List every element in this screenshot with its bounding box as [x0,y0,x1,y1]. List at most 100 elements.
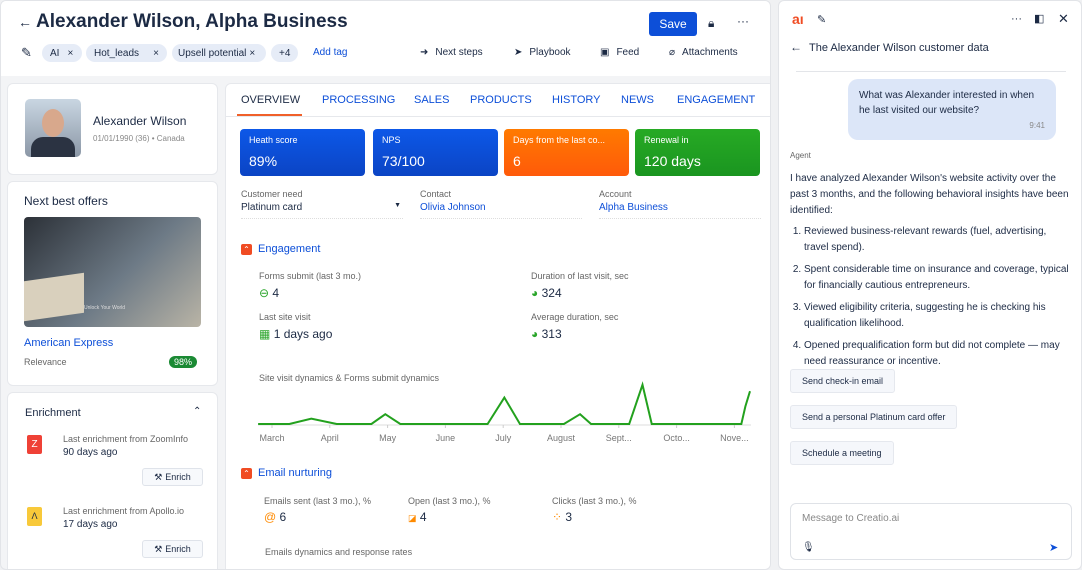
tag-ai[interactable]: AI × [42,44,82,62]
remove-tag-icon[interactable]: × [67,47,74,59]
playbook-icon: ➤ [514,47,523,58]
more-icon[interactable]: ··· [1011,13,1022,25]
pen-icon[interactable]: ✎ [21,45,32,60]
enrichment-age: 17 days ago [63,519,118,530]
calendar-icon: ▦ [259,327,271,341]
remove-tag-icon[interactable]: × [153,47,159,59]
feed-icon: ▣ [600,47,610,58]
engagement-line-chart: March April May June July August Sept... Octo..… [258,381,751,443]
tab-products[interactable]: PRODUCTS [470,94,532,106]
metric-open: ◪ 4 [408,510,427,524]
enrichment-source: Last enrichment from Apollo.io [63,506,185,516]
customer-need-select[interactable]: Platinum card ▼ [241,202,403,219]
chevron-up-icon: ⌃ [241,467,252,479]
clock-icon: ◕ [531,327,539,341]
message-time: 9:41 [1029,121,1045,130]
playbook-button[interactable]: ➤ Playbook [514,47,571,58]
enrich-button[interactable]: ⚒ Enrich [142,468,203,486]
suggestion-schedule-meeting[interactable]: Schedule a meeting [790,441,894,465]
metric-label: Open (last 3 mo.), % [408,496,491,506]
back-arrow-icon[interactable]: ← [18,14,32,30]
clock-icon: ◕ [531,286,539,300]
kpi-label: Renewal in [644,135,689,145]
at-icon: @ [264,510,277,524]
kpi-renewal: Renewal in 120 days [635,129,760,176]
tab-processing[interactable]: PROCESSING [322,94,396,106]
offer-link[interactable]: American Express [24,337,114,349]
metric-clicks: ⁘ 3 [552,510,572,524]
enrich-button[interactable]: ⚒ Enrich [142,540,203,558]
tag-upsell[interactable]: Upsell potential × [172,44,266,62]
label: Attachments [682,47,738,58]
send-icon[interactable]: ➤ [1049,542,1059,554]
back-arrow-icon[interactable]: ← [790,40,802,54]
chat-title: The Alexander Wilson customer data [809,42,989,54]
email-section-toggle[interactable]: ⌃ Email nurturing [241,467,332,479]
enrichment-age: 90 days ago [63,447,118,458]
tab-overview[interactable]: OVERVIEW [241,94,301,106]
series-line [258,381,751,425]
tab-news[interactable]: NEWS [621,94,654,106]
chevron-up-icon[interactable]: ⌃ [193,406,202,417]
message-text: What was Alexander interested in when he… [859,90,1035,116]
enrichment-card: Enrichment ⌃ Z Last enrichment from Zoom… [7,392,218,569]
message-input[interactable]: Message to Creatio.ai 🎙︎ ➤ [790,503,1072,560]
offer-image[interactable]: Unlock Your World [24,217,201,327]
x-tick-label: Sept... [606,433,632,443]
more-icon[interactable]: ··· [737,14,749,28]
metric-emails-sent: @ 6 [264,510,286,524]
metric-label: Duration of last visit, sec [531,271,629,281]
next-steps-button[interactable]: ➜ Next steps [420,47,483,58]
next-best-offers-card: Next best offers Unlock Your World Ameri… [7,181,218,386]
metric-label: Last site visit [259,312,311,322]
paperclip-icon: ⌀ [669,47,676,58]
relevance-label: Relevance [24,357,67,367]
tag-hot-leads[interactable]: Hot_leads × [86,44,167,62]
tab-sales[interactable]: SALES [414,94,450,106]
dock-panel-icon[interactable]: ◧ [1034,13,1045,25]
microphone-icon[interactable]: 🎙︎ [802,542,815,553]
customer-need-label: Customer need [241,189,303,199]
agent-message: I have analyzed Alexander Wilson's websi… [790,171,1070,370]
metric-value: 6 [279,510,287,524]
lock-icon[interactable]: 🔒︎ [708,16,715,30]
label: Feed [616,47,640,58]
tag-label: AI [50,47,60,59]
link-icon: ⊖ [259,286,270,300]
x-tick-label: July [495,433,512,443]
metric-last-duration: ◕ 324 [531,286,562,300]
x-tick-label: June [436,433,456,443]
metric-label: Average duration, sec [531,312,619,322]
tab-engagement[interactable]: ENGAGEMENT [677,94,756,106]
save-button[interactable]: Save [649,12,697,36]
kpi-value: 73/100 [382,153,425,169]
contact-link[interactable]: Olivia Johnson [420,202,582,219]
suggestion-check-in-email[interactable]: Send check-in email [790,369,896,393]
tab-history[interactable]: HISTORY [552,94,601,106]
kpi-value: 6 [513,153,521,169]
chart-title: Site visit dynamics & Forms submit dynam… [259,373,440,383]
account-label: Account [599,189,632,199]
remove-tag-icon[interactable]: × [249,47,256,59]
more-tags[interactable]: +4 [271,44,299,62]
account-link[interactable]: Alpha Business [599,202,761,219]
add-tag-link[interactable]: Add tag [313,47,348,58]
x-tick-label: Octo... [663,433,690,443]
tag-label: Upsell potential [178,47,247,59]
click-icon: ⁘ [552,510,563,524]
user-message: What was Alexander interested in when he… [848,79,1056,140]
engagement-section-toggle[interactable]: ⌃ Engagement [241,243,320,255]
feed-button[interactable]: ▣ Feed [600,47,639,58]
new-chat-icon[interactable]: ✎ [817,14,827,26]
profile-name: Alexander Wilson [93,114,187,128]
record-header: ← Alexander Wilson, Alpha Business Save … [1,1,770,76]
metric-value: 4 [419,510,427,524]
metric-label: Clicks (last 3 mo.), % [552,496,637,506]
x-tick-label: Nove... [720,433,749,443]
kpi-label: Heath score [249,135,298,145]
suggestion-platinum-offer[interactable]: Send a personal Platinum card offer [790,405,958,429]
close-icon[interactable]: ✕ [1058,11,1069,26]
attachments-button[interactable]: ⌀ Attachments [669,47,738,58]
open-envelope-icon: ◪ [408,513,417,523]
email-chart-title: Emails dynamics and response rates [265,547,413,557]
